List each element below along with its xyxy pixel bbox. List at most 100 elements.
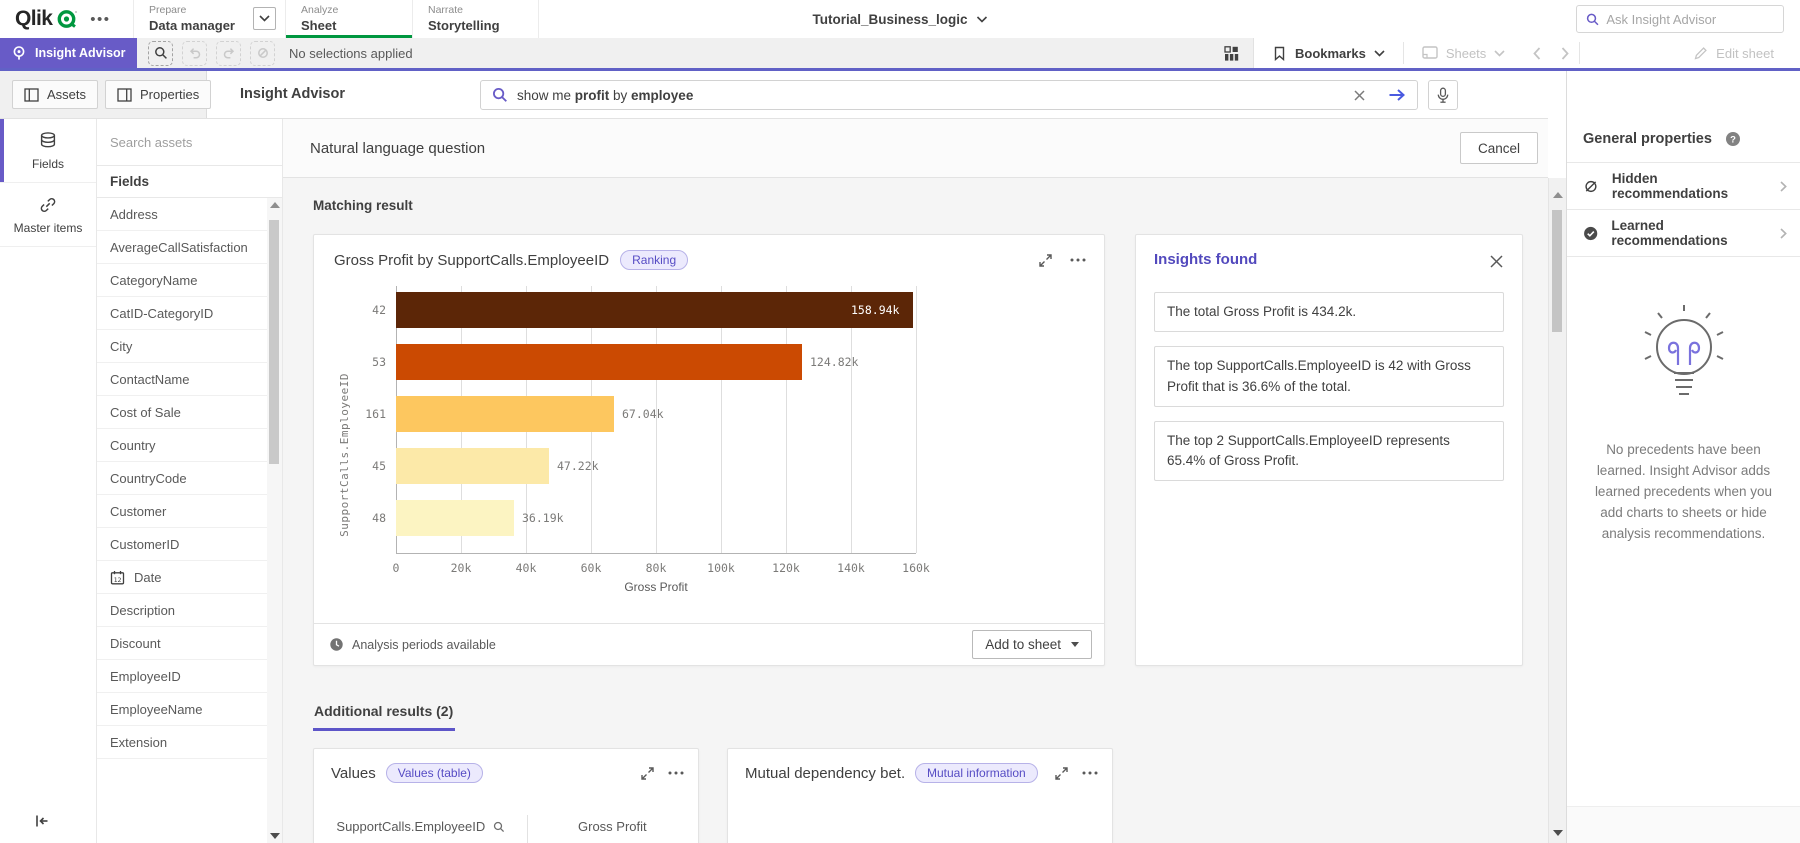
field-item[interactable]: ContactName [97, 363, 282, 396]
expand-mutual-button[interactable] [1055, 766, 1068, 780]
scrollbar-thumb[interactable] [269, 220, 279, 464]
field-item[interactable]: Description [97, 594, 282, 627]
scrollbar-thumb[interactable] [1552, 210, 1562, 332]
more-menu-icon[interactable]: ••• [90, 10, 111, 28]
panel-toggles: Assets Properties [0, 71, 212, 118]
main-scrollbar[interactable] [1548, 71, 1566, 843]
close-insights-button[interactable] [1487, 252, 1506, 271]
values-column-dimension[interactable]: SupportCalls.EmployeeID [315, 815, 528, 843]
field-item[interactable]: City [97, 330, 282, 363]
voice-query-button[interactable] [1428, 80, 1458, 110]
tab-prepare[interactable]: Prepare Data manager [133, 0, 285, 38]
values-menu-button[interactable] [668, 771, 684, 775]
expand-values-button[interactable] [641, 766, 654, 780]
values-card[interactable]: Values Values (table) [313, 748, 699, 843]
field-item[interactable]: Country [97, 429, 282, 462]
edit-sheet-button[interactable]: Edit sheet [1667, 38, 1800, 68]
cancel-button[interactable]: Cancel [1460, 132, 1538, 164]
arrow-right-icon [1389, 89, 1405, 101]
expand-icon [1039, 253, 1052, 267]
chart-menu-button[interactable] [1070, 258, 1086, 262]
mutual-menu-button[interactable] [1082, 771, 1098, 775]
field-item[interactable]: AverageCallSatisfaction [97, 231, 282, 264]
field-item[interactable]: Cost of Sale [97, 396, 282, 429]
step-forward-button[interactable] [216, 40, 241, 66]
field-item[interactable]: Extension [97, 726, 282, 759]
rail-tab-master-items[interactable]: Master items [0, 183, 96, 247]
bar[interactable] [396, 292, 913, 328]
insight-item[interactable]: The top SupportCalls.EmployeeID is 42 wi… [1154, 346, 1504, 407]
submit-query-button[interactable] [1388, 88, 1406, 102]
x-tick-label: 140k [837, 561, 865, 575]
fields-section-header: Fields [97, 166, 282, 198]
step-back-button[interactable] [182, 40, 207, 66]
bar[interactable] [396, 448, 549, 484]
insight-advisor-toggle[interactable]: Insight Advisor [0, 38, 137, 68]
previous-sheet-button[interactable] [1523, 38, 1551, 68]
field-item[interactable]: CatID-CategoryID [97, 297, 282, 330]
category-label: 45 [372, 459, 386, 473]
rail-tab-fields[interactable]: Fields [0, 119, 96, 183]
scrollbar-track[interactable] [1548, 178, 1566, 843]
properties-button[interactable]: Properties [105, 80, 212, 109]
field-item[interactable]: EmployeeName [97, 693, 282, 726]
insight-item[interactable]: The total Gross Profit is 434.2k. [1154, 292, 1504, 333]
field-item[interactable]: Discount [97, 627, 282, 660]
search-assets-input[interactable] [110, 134, 269, 150]
help-icon[interactable]: ? [1725, 131, 1741, 147]
next-sheet-button[interactable] [1551, 38, 1579, 68]
scroll-up-icon[interactable] [270, 202, 280, 208]
expand-chart-button[interactable] [1039, 253, 1052, 267]
add-to-sheet-button[interactable]: Add to sheet [972, 630, 1092, 659]
app-objects-button[interactable] [1224, 45, 1239, 61]
hidden-recommendations-row[interactable]: Hidden recommendations [1567, 163, 1800, 210]
scroll-down-icon[interactable] [1553, 830, 1563, 836]
field-item[interactable]: CountryCode [97, 462, 282, 495]
tab-narrate[interactable]: Narrate Storytelling [412, 0, 539, 38]
chevron-down-icon [259, 15, 270, 22]
collapse-panel-button[interactable] [34, 813, 50, 829]
nlq-search-box[interactable]: show me profit by employee [480, 80, 1418, 110]
tab-analyze[interactable]: Analyze Sheet [285, 0, 412, 38]
field-item[interactable]: Address [97, 198, 282, 231]
assets-button[interactable]: Assets [12, 80, 99, 109]
field-item[interactable]: CustomerID [97, 528, 282, 561]
values-column-measure[interactable]: Gross Profit [578, 819, 647, 834]
smart-search-button[interactable] [148, 40, 173, 66]
field-item[interactable]: 12 Date [97, 561, 282, 594]
field-item[interactable]: Customer [97, 495, 282, 528]
sheets-button[interactable]: Sheets [1404, 38, 1523, 68]
app-title-menu[interactable]: Tutorial_Business_logic [812, 0, 988, 38]
bar-row: 45 47.22k [372, 448, 916, 484]
ask-insight-advisor-box[interactable] [1576, 5, 1784, 33]
gridline [851, 286, 852, 553]
learned-recommendations-row[interactable]: Learned recommendations [1567, 210, 1800, 257]
ask-insight-advisor-input[interactable] [1606, 11, 1774, 27]
nlq-query-text: show me profit by employee [517, 87, 694, 103]
field-label: Address [110, 206, 158, 222]
x-tick-label: 20k [450, 561, 472, 575]
bar[interactable] [396, 396, 614, 432]
bar[interactable] [396, 500, 514, 536]
search-assets-box[interactable] [97, 119, 282, 166]
qlik-logo[interactable]: Qlik ••• [0, 0, 133, 38]
bar[interactable] [396, 344, 802, 380]
scroll-up-icon[interactable] [1553, 192, 1563, 198]
bookmarks-button[interactable]: Bookmarks [1254, 38, 1403, 68]
fields-scrollbar[interactable] [267, 198, 282, 843]
chart-card[interactable]: Gross Profit by SupportCalls.EmployeeID … [313, 234, 1105, 666]
clear-query-button[interactable] [1350, 86, 1369, 105]
values-table-badge: Values (table) [385, 763, 483, 783]
clear-selections-button[interactable] [250, 40, 275, 66]
insights-list: The total Gross Profit is 434.2k. The top… [1154, 292, 1504, 482]
additional-results-tab[interactable]: Additional results (2) [313, 703, 456, 731]
values-card-title: Values [331, 764, 376, 782]
scroll-down-icon[interactable] [270, 833, 280, 839]
field-item[interactable]: CategoryName [97, 264, 282, 297]
insight-item[interactable]: The top 2 SupportCalls.EmployeeID repres… [1154, 420, 1504, 482]
field-label: EmployeeName [110, 701, 203, 717]
chevron-down-icon [976, 15, 988, 23]
prepare-dropdown-button[interactable] [253, 7, 276, 30]
field-item[interactable]: EmployeeID [97, 660, 282, 693]
mutual-dependency-card[interactable]: Mutual dependency bet... Mutual informat… [727, 748, 1113, 843]
